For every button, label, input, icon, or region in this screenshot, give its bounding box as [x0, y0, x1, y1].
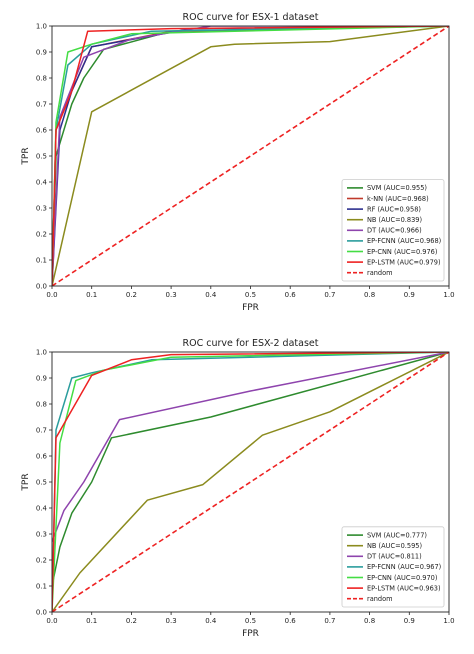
x-tick-label: 1.0: [443, 617, 454, 625]
x-tick-label: 0.4: [205, 617, 217, 625]
legend-entry: DT (AUC=0.811): [367, 553, 422, 561]
series-group: [52, 26, 449, 286]
series-line-7: [52, 26, 449, 286]
legend-entry: SVM (AUC=0.777): [367, 531, 427, 539]
y-tick-label: 0.7: [36, 427, 47, 435]
series-group: [52, 352, 449, 612]
x-tick-label: 0.4: [205, 291, 217, 299]
y-tick-label: 0.6: [36, 127, 48, 135]
chart-title: ROC curve for ESX-2 dataset: [183, 338, 319, 349]
legend-entry: random: [367, 269, 393, 277]
series-line-6: [52, 352, 449, 612]
series-line-1: [52, 352, 449, 612]
x-tick-label: 0.3: [166, 291, 177, 299]
x-tick-label: 0.1: [86, 617, 97, 625]
x-tick-label: 0.9: [404, 291, 415, 299]
legend-entry: SVM (AUC=0.955): [367, 184, 427, 192]
y-tick-label: 0.0: [36, 609, 47, 617]
x-tick-label: 1.0: [443, 291, 454, 299]
x-tick-label: 0.8: [364, 617, 375, 625]
y-tick-label: 0.2: [36, 557, 47, 565]
chart-esx1: ROC curve for ESX-1 dataset 0.0 0.1 0.2 0.3 0…: [21, 12, 455, 313]
legend-entry: RF (AUC=0.958): [367, 205, 421, 213]
y-tick-label: 0.7: [36, 101, 47, 109]
y-tick-label: 1.0: [36, 349, 47, 357]
x-tick-label: 0.6: [285, 617, 297, 625]
x-tick-label: 0.9: [404, 617, 415, 625]
x-axis-label: FPR: [242, 629, 259, 639]
legend-entry: EP-CNN (AUC=0.976): [367, 248, 437, 256]
x-tick-label: 0.5: [245, 617, 256, 625]
legend-entry: EP-CNN (AUC=0.970): [367, 574, 437, 582]
series-line-4: [52, 352, 449, 612]
series-line-0: [52, 352, 449, 587]
y-axis-label: TPR: [21, 473, 31, 491]
chart-title: ROC curve for ESX-1 dataset: [183, 12, 319, 23]
y-tick-label: 0.0: [36, 283, 47, 291]
y-axis-label: TPR: [21, 147, 31, 165]
y-tick-label: 0.8: [36, 401, 47, 409]
legend-entry: EP-LSTM (AUC=0.979): [367, 258, 441, 266]
x-tick-label: 0.0: [46, 291, 57, 299]
series-line-4: [52, 26, 449, 286]
legend-entry: EP-FCNN (AUC=0.967): [367, 563, 441, 571]
y-tick-label: 1.0: [36, 23, 47, 31]
x-tick-label: 0.8: [364, 291, 375, 299]
x-tick-label: 0.0: [46, 617, 57, 625]
x-tick-label: 0.1: [86, 291, 97, 299]
y-tick-label: 0.1: [36, 257, 47, 265]
y-tick-label: 0.9: [36, 375, 47, 383]
legend-box: [341, 526, 445, 608]
series-line-3: [52, 26, 449, 286]
y-tick-label: 0.5: [36, 479, 47, 487]
x-tick-label: 0.2: [126, 617, 137, 625]
y-tick-label: 0.9: [36, 49, 47, 57]
y-tick-label: 0.6: [36, 453, 48, 461]
y-tick-label: 0.1: [36, 583, 47, 591]
legend-entry: random: [367, 595, 393, 603]
x-tick-label: 0.5: [245, 291, 256, 299]
x-tick-label: 0.7: [324, 617, 335, 625]
x-tick-label: 0.6: [285, 291, 297, 299]
legend-entry: EP-FCNN (AUC=0.968): [367, 237, 441, 245]
legend: SVM (AUC=0.777) NB (AUC=0.595) DT (AUC=0.8…: [341, 526, 445, 608]
y-tick-label: 0.5: [36, 153, 47, 161]
y-tick-label: 0.2: [36, 231, 47, 239]
y-tick-label: 0.3: [36, 531, 47, 539]
series-line-8: [52, 26, 449, 286]
chart-esx2: ROC curve for ESX-2 dataset 0.0 0.1 0.2 0.3 0…: [21, 338, 455, 639]
series-line-2: [52, 352, 449, 543]
legend-entry: DT (AUC=0.966): [367, 227, 422, 235]
x-axis-label: FPR: [242, 303, 259, 313]
x-tick-label: 0.3: [166, 617, 177, 625]
y-tick-label: 0.4: [36, 179, 48, 187]
y-tick-label: 0.3: [36, 205, 47, 213]
legend-entry: k-NN (AUC=0.968): [367, 195, 429, 203]
legend-entry: NB (AUC=0.595): [367, 542, 422, 550]
series-line-5: [52, 352, 449, 612]
x-tick-label: 0.7: [324, 291, 335, 299]
x-tick-label: 0.2: [126, 291, 137, 299]
y-tick-label: 0.4: [36, 505, 48, 513]
legend-box: [341, 179, 445, 282]
y-tick-label: 0.8: [36, 75, 47, 83]
legend-entry: EP-LSTM (AUC=0.963): [367, 584, 441, 592]
legend: SVM (AUC=0.955) k-NN (AUC=0.968) RF (AUC=0…: [341, 179, 445, 282]
legend-entry: NB (AUC=0.839): [367, 216, 422, 224]
